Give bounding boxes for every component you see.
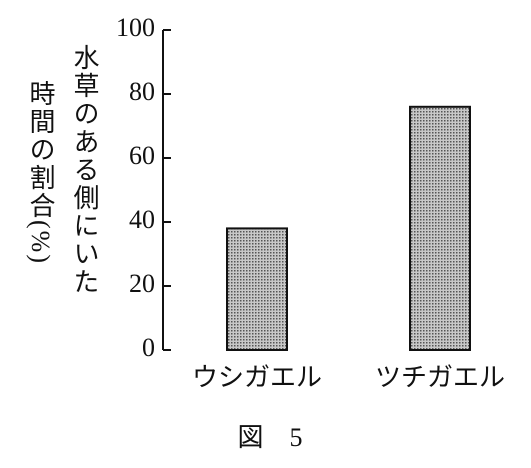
bar bbox=[409, 105, 471, 351]
y-tick-label: 80 bbox=[129, 77, 155, 106]
y-tick-label: 20 bbox=[129, 269, 155, 298]
x-tick-label: ツチガエル bbox=[375, 363, 505, 392]
y-tick-label: 60 bbox=[129, 141, 155, 170]
y-tick-label: 0 bbox=[142, 333, 155, 362]
caption: 図 5 bbox=[237, 423, 302, 452]
x-tick-label: ウシガエル bbox=[192, 363, 322, 392]
y-axis-label: 時間の割合(%) bbox=[26, 80, 55, 265]
y-tick-label: 40 bbox=[129, 205, 155, 234]
y-tick-label: 100 bbox=[116, 13, 155, 42]
bar bbox=[226, 227, 288, 351]
y-axis-label: 水草のある側にいた bbox=[70, 44, 99, 296]
